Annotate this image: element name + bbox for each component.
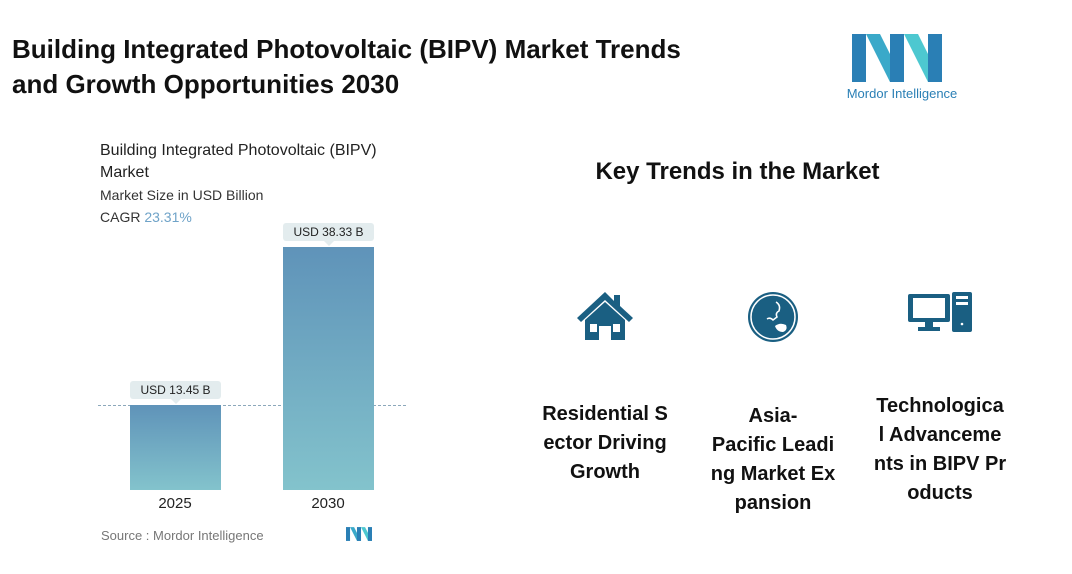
trend-asia-pacific: Asia- Pacific Leadi ng Market Ex pansion [693,290,853,518]
trend-residential: Residential S ector Driving Growth [525,290,685,487]
bar-2030 [283,247,374,490]
cagr-value: 23.31% [144,209,192,225]
trend-label-line: Asia- [748,405,798,427]
trend-label: Asia- Pacific Leadi ng Market Ex pansion [693,402,853,518]
trend-label-line: Growth [570,461,640,483]
trend-label-line: Technologica [876,395,1004,417]
chart-title: Building Integrated Photovoltaic (BIPV) … [100,142,377,181]
x-tick-label: 2030 [311,495,345,512]
trend-label-line: Pacific Leadi [711,434,835,456]
cagr: CAGR 23.31% [100,206,420,228]
mordor-logo-icon [852,34,942,82]
title-line-2: and Growth Opportunities 2030 [12,69,400,99]
computer-icon [908,292,972,332]
trend-label-line: nts in BIPV Pr [873,453,1007,475]
house-icon [577,292,633,340]
globe-icon [748,292,798,342]
key-trends-heading: Key Trends in the Market [595,158,880,185]
trend-label: Residential S ector Driving Growth [525,400,685,487]
data-label: USD 13.45 B [130,380,221,404]
reference-dashed-line [98,405,406,406]
trend-label: Technologica l Advanceme nts in BIPV Pr odu… [860,392,1020,508]
logo-text: Mordor Intelligence [846,86,958,101]
x-tick-label: 2025 [158,495,192,512]
source-text: Source : Mordor Intelligence [101,528,264,543]
data-label: USD 38.33 B [283,223,374,246]
page-title: Building Integrated Photovoltaic (BIPV) … [12,32,812,102]
trend-technology: Technologica l Advanceme nts in BIPV Pr odu… [860,290,1020,508]
title-line-1: Building Integrated Photovoltaic (BIPV) … [12,34,681,64]
trend-label-line: ector Driving [543,432,667,454]
chart-subtitle: Market Size in USD Billion [100,187,264,203]
trend-label-line: Residential S [542,403,668,425]
trend-label-line: pansion [734,492,812,514]
trend-label-line: l Advanceme [878,424,1002,446]
bar-2025 [130,404,221,490]
mordor-small-logo-icon [346,527,372,541]
trend-label-line: ng Market Ex [710,463,836,485]
cagr-label: CAGR [100,209,141,225]
chart-header: Building Integrated Photovoltaic (BIPV) … [100,140,420,228]
trend-label-line: oducts [907,482,973,504]
